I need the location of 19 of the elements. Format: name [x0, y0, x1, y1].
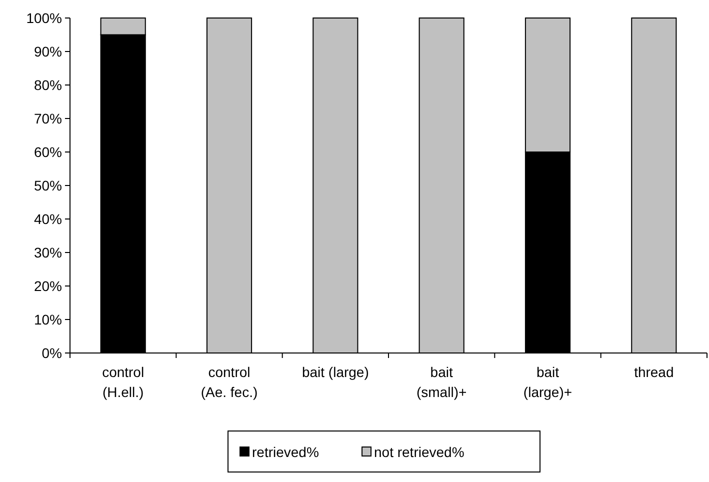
x-tick-label: control (Ae. fec.)	[200, 364, 258, 400]
y-tick-label: 50%	[34, 177, 62, 194]
y-tick-label: 10%	[34, 311, 62, 328]
legend-label: not retrieved%	[374, 444, 464, 460]
y-tick-label: 30%	[34, 244, 62, 260]
legend-label: retrieved%	[252, 444, 319, 460]
x-tick-label: thread	[634, 364, 674, 380]
y-tick-label: 90%	[34, 43, 62, 60]
y-tick-label: 0%	[42, 344, 62, 361]
x-tick-label: control (H.ell.)	[102, 364, 144, 400]
y-tick-label: 70%	[34, 110, 62, 126]
y-tick-label: 100%	[26, 10, 62, 26]
y-tick-label: 20%	[34, 278, 62, 294]
x-tick-label: bait (large)+	[523, 364, 572, 400]
x-tick-label: bait (small)+	[416, 364, 467, 400]
y-tick-label: 60%	[34, 144, 62, 160]
y-tick-label: 80%	[34, 76, 62, 93]
y-tick-label: 40%	[34, 210, 62, 227]
x-tick-label: bait (large)	[302, 364, 369, 380]
